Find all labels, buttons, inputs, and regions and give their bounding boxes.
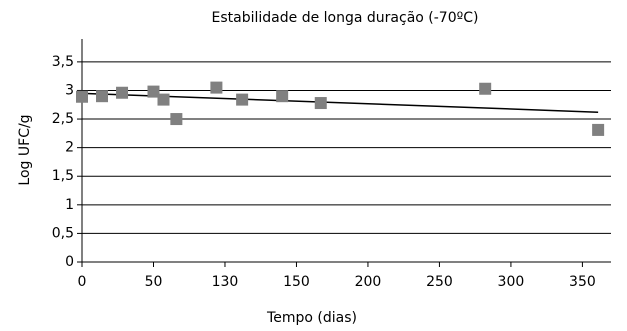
x-tick-label: 350	[569, 274, 596, 290]
x-tick-label: 130	[212, 274, 239, 290]
chart-title: Estabilidade de longa duração (-70ºC)	[212, 10, 479, 26]
data-point	[236, 93, 249, 106]
y-tick-label: 1,5	[52, 168, 74, 184]
y-tick-label: 2,5	[52, 111, 74, 127]
data-point	[479, 82, 492, 95]
y-tick-label: 0,5	[52, 225, 74, 241]
x-tick-label: 150	[283, 274, 310, 290]
data-point	[210, 81, 223, 94]
data-point	[116, 86, 129, 99]
data-point	[147, 85, 160, 98]
data-point	[96, 90, 109, 103]
data-point	[276, 90, 289, 103]
x-tick-label: 50	[145, 274, 163, 290]
data-point	[314, 97, 327, 110]
data-point	[170, 113, 183, 126]
x-tick-label: 250	[426, 274, 453, 290]
y-tick-label: 2	[65, 140, 74, 156]
x-tick-label: 0	[78, 274, 87, 290]
data-point	[157, 93, 170, 106]
y-tick-label: 3	[65, 82, 74, 98]
y-tick-label: 1	[65, 197, 74, 213]
x-tick-label: 300	[498, 274, 525, 290]
data-point	[592, 123, 605, 136]
data-point	[76, 90, 88, 103]
y-axis-label: Log UFC/g	[17, 114, 33, 185]
x-axis-label: Tempo (dias)	[266, 310, 357, 326]
y-tick-label: 0	[65, 254, 74, 270]
x-tick-label: 200	[355, 274, 382, 290]
y-tick-label: 3,5	[52, 54, 74, 70]
